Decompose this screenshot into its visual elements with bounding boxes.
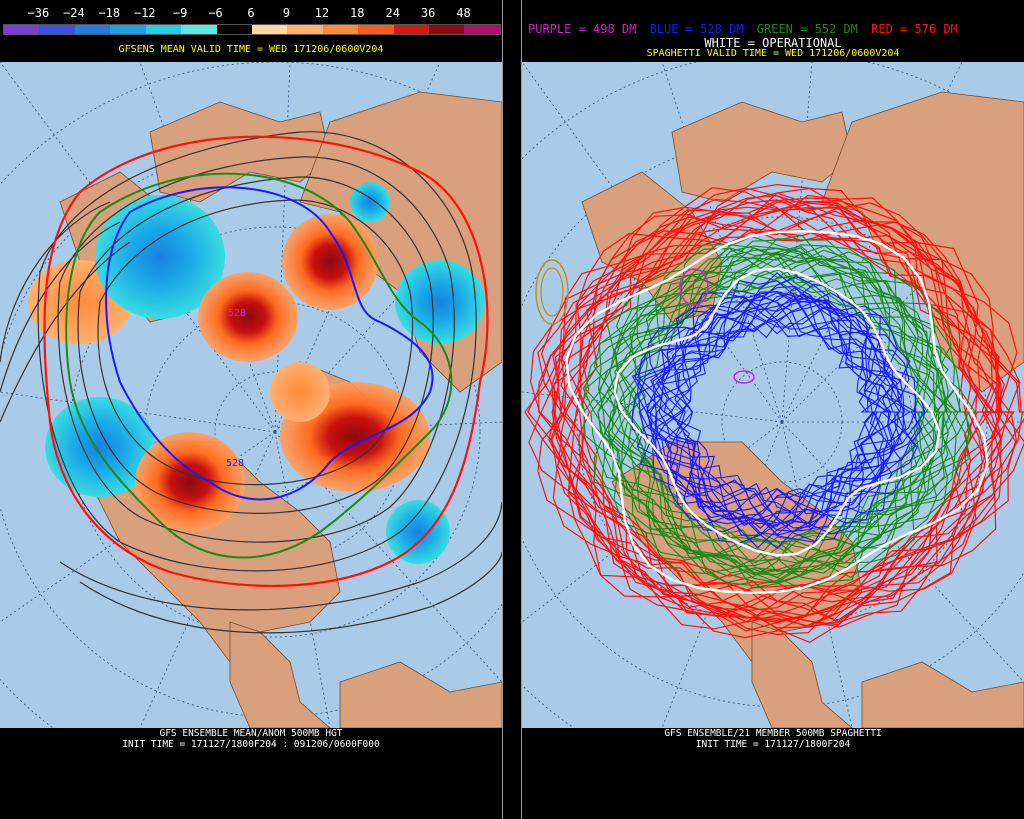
colorbar-cell [74,25,111,34]
spaghetti-member-line [540,200,1003,623]
purple-contour-b [733,370,755,384]
footer-line-1: GFS ENSEMBLE MEAN/ANOM 500MB HGT [159,728,343,739]
colorbar-cell [464,25,500,34]
spaghetti-member-line [648,295,903,529]
orange-contour-inner [540,267,564,317]
panel-title: GFSENS MEAN VALID TIME = WED 171206/0600… [118,44,384,55]
spaghetti-member-line [639,290,910,532]
spaghetti-member-line [560,216,988,603]
spaghetti-member-line [661,305,889,525]
spaghetti-member-line [551,206,1004,624]
spaghetti-member-line [659,302,894,521]
colorbar-cell [429,25,465,34]
contour-label-528-a: 528 [228,308,246,319]
colorbar-label: 6 [247,6,255,20]
purple-contour-a [679,268,709,306]
colorbar-cell [287,25,323,34]
colorbar-labels: −36 −24 −18 −12 −9 −6 6 9 12 18 24 36 48 [0,6,502,20]
spaghetti-member-line [560,202,1003,618]
spaghetti-member-line [580,245,970,575]
spaghetti-member-line [650,292,901,535]
legend-blue: BLUE = 528 DM [649,22,744,36]
orange-contour [535,259,569,325]
operational-line [613,267,941,557]
ensemble-mean-panel: −36 −24 −18 −12 −9 −6 6 9 12 18 24 36 48 GFSENS MEAN… [0,0,502,819]
spaghetti-title: SPAGHETTI VALID TIME = WED 171206/0600V2… [646,48,900,59]
colorbar-cell [181,25,217,34]
spaghetti-member-line [551,187,1010,643]
colorbar-label: 24 [385,6,400,20]
contour-label-528-b: 528 [226,458,244,469]
spaghetti-panel: PURPLE = 498 DM BLUE = 528 DM GREEN = 55… [522,0,1024,819]
colorbar-cell [358,25,394,34]
footer-line-2: INIT TIME = 171127/1800F204 [695,739,851,750]
footer-line-1: GFS ENSEMBLE/21 MEMBER 500MB SPAGHETTI [664,728,882,739]
spaghetti-member-line [614,271,938,559]
spaghetti-member-line [655,304,894,524]
colorbar-cell [322,25,359,34]
spaghetti-member-line [597,243,953,583]
colorbar-label: 12 [314,6,330,20]
spaghetti-member-line [527,204,1024,628]
colorbar-label: −6 [208,6,223,20]
colorbar-label: −18 [98,6,121,20]
colorbar-label: −24 [63,6,85,20]
colorbar-label: −12 [133,6,156,20]
colorbar-label: 9 [282,6,291,20]
spaghetti-member-line [567,210,984,608]
spaghetti-contours [524,183,1024,643]
colorbar-label: 48 [456,6,471,20]
spaghetti-member-line [638,292,918,527]
operational-line [565,229,989,595]
spaghetti-member-line [631,291,923,536]
colorbar-cell [39,25,75,34]
spaghetti-legend: PURPLE = 498 DM BLUE = 528 DM GREEN = 55… [528,22,1024,36]
spaghetti-member-line [637,292,927,526]
contour-576-red [43,135,489,588]
spaghetti-member-line [605,255,948,568]
height-contours [0,131,502,634]
panel-divider [502,0,522,819]
spaghetti-member-line [603,238,948,587]
spaghetti-member-line [593,252,961,576]
legend-green: GREEN = 552 DM [756,22,858,36]
colorbar-cell [251,25,288,34]
spaghetti-member-line [598,234,949,589]
colorbar-cell [145,25,182,34]
spaghetti-map [522,62,1024,728]
anomaly-colorbar [3,24,501,35]
colorbar-cell [4,25,40,34]
spaghetti-member-line [613,255,936,569]
legend-purple: PURPLE = 498 DM [528,22,637,36]
contour-552-green [65,172,453,559]
colorbar-label: −9 [172,6,188,20]
colorbar-cell [216,25,252,34]
spaghetti-member-line [584,247,969,576]
colorbar-label: −36 [27,6,50,20]
colorbar-cell [393,25,430,34]
spaghetti-member-line [645,280,905,543]
colorbar-cell [110,25,146,34]
spaghetti-member-line [637,285,917,536]
spaghetti-member-line [597,236,949,590]
legend-red: RED = 576 DM [871,22,958,36]
legend-white: WHITE = OPERATIONAL [704,36,842,50]
spaghetti-member-line [658,283,900,544]
footer-line-2: INIT TIME = 171127/1800F204 : 091206/060… [122,739,380,750]
ensemble-mean-map: 528 528 [0,62,502,728]
colorbar-label: 18 [350,6,365,20]
colorbar-label: 36 [420,6,436,20]
spaghetti-member-line [611,245,953,583]
contour-528-blue [105,186,434,501]
